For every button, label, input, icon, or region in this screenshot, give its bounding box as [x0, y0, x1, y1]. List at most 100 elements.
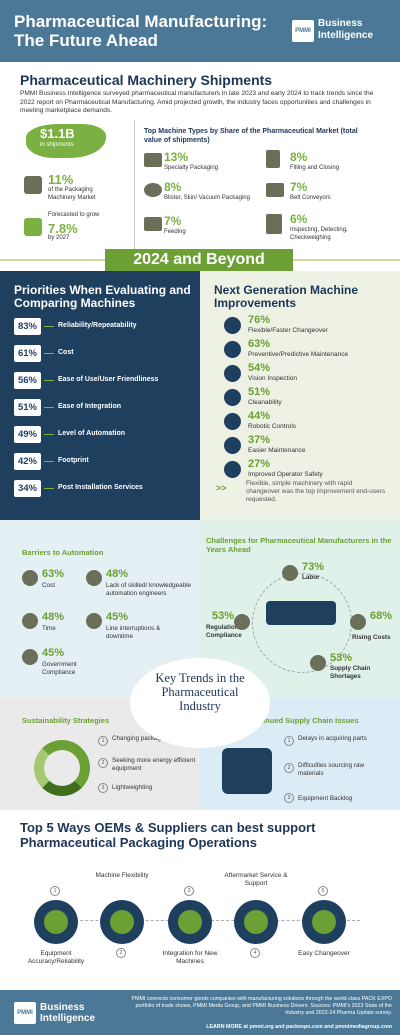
- truck-icon: [310, 655, 326, 671]
- engineer-icon: [86, 570, 102, 586]
- machine-type-label: Belt Conveyors: [290, 195, 331, 201]
- machine-type-label: Feeding: [164, 229, 186, 235]
- connector-line: [44, 353, 54, 354]
- gear-cluster-icon: [144, 183, 162, 197]
- improvement-label: Vision Inspection: [248, 375, 298, 382]
- footer-learn-more-link[interactable]: LEARN MORE at pmmi.org and packexpo.com …: [206, 1024, 392, 1030]
- improvement-pct: 51%: [248, 386, 271, 398]
- priority-row: 51% Ease of Integration: [14, 399, 194, 417]
- scale-icon: [266, 214, 282, 234]
- improvement-label: Improved Operator Safety: [248, 471, 323, 478]
- next-gen-note: Flexible, simple machinery with rapid ch…: [246, 480, 386, 503]
- improvement-pct: 63%: [248, 338, 271, 350]
- priority-row: 42% Footprint: [14, 453, 194, 471]
- improvement-pct: 37%: [248, 434, 271, 446]
- step-number: 5: [318, 886, 328, 896]
- top5-label: Aftermarket Service & Support: [224, 872, 288, 887]
- spray-icon: [224, 389, 241, 406]
- priority-label: Cost: [58, 349, 74, 356]
- shipments-intro: PMMI Business Intelligence surveyed phar…: [20, 90, 374, 114]
- growth-chart-icon: [24, 218, 42, 236]
- robot-arm-icon: [222, 748, 272, 794]
- priority-row: 34% Post Installation Services: [14, 480, 194, 498]
- footer-text: PMMI connects consumer goods companies w…: [131, 996, 392, 1016]
- us-map-icon: [26, 124, 106, 158]
- connector-line: [44, 326, 54, 327]
- strategy-label: Seeking more energy efficient equipment: [112, 757, 196, 772]
- step-number: 2: [284, 763, 294, 773]
- step-number: 1: [98, 736, 108, 746]
- priority-pct: 49%: [14, 426, 41, 443]
- forecast-year: by 2027: [48, 235, 70, 241]
- improvement-label: Cleanability: [248, 399, 282, 406]
- conveyor-icon: [144, 153, 162, 167]
- improvement-pct: 54%: [248, 362, 271, 374]
- supply-issue-label: Equipment Backlog: [298, 795, 353, 802]
- challenge-label: Regulation Compliance: [206, 624, 242, 639]
- market-share-label: of the Packaging Machinery Market: [48, 187, 96, 201]
- machine-types-title: Top Machine Types by Share of the Pharma…: [144, 128, 358, 144]
- improvement-pct: 76%: [248, 314, 271, 326]
- barrier-label: Lack of skilled/ knowledgeable automatio…: [106, 582, 192, 597]
- robot-arm-icon: [224, 413, 241, 430]
- shipments-title: Pharmaceutical Machinery Shipments: [20, 72, 273, 88]
- gear-check-icon: [34, 900, 78, 944]
- footer-logo-mark: PMMI: [14, 1002, 36, 1024]
- top5-label: Equipment Accuracy/Reliability: [27, 950, 85, 965]
- shield-icon: [224, 461, 241, 478]
- top5-label: Easy Changeover: [298, 950, 350, 957]
- machine-type-pct: 7%: [290, 180, 308, 194]
- strategy-label: Changing packaging formats: [112, 735, 193, 742]
- priority-label: Reliability/Repeatability: [58, 322, 137, 329]
- divider: [134, 120, 135, 260]
- challenge-label: Labor: [302, 574, 320, 581]
- step-number: 3: [98, 783, 108, 793]
- footer-logo-text: Business Intelligence: [40, 1002, 96, 1024]
- priority-row: 56% Ease of Use/User Friendliness: [14, 372, 194, 390]
- priority-pct: 51%: [14, 399, 41, 416]
- challenge-pct: 73%: [302, 561, 325, 573]
- priority-pct: 56%: [14, 372, 41, 389]
- priority-label: Level of Automation: [58, 430, 126, 437]
- barrier-pct: 45%: [106, 611, 129, 623]
- market-share-pct: 11%: [48, 172, 74, 187]
- eye-icon: [224, 365, 241, 382]
- dollar-icon: [350, 614, 366, 630]
- priority-label: Post Installation Services: [58, 484, 143, 491]
- wrench-icon: [224, 341, 241, 358]
- barrier-label: Cost: [42, 582, 55, 589]
- connector-line: [44, 488, 54, 489]
- gavel-icon: [234, 614, 250, 630]
- priority-row: 61% Cost: [14, 345, 194, 363]
- challenge-pct: 68%: [370, 610, 393, 622]
- next-gen-title: Next Generation Machine Improvements: [214, 283, 359, 310]
- header-logo: PMMI Business Intelligence: [292, 18, 388, 46]
- labor-icon: [282, 565, 298, 581]
- supply-issue-label: Difficulties sourcing raw materials: [298, 762, 365, 777]
- barrier-label: Time: [42, 625, 56, 632]
- priority-pct: 42%: [14, 453, 41, 470]
- strategy-label: Lightweighting: [112, 784, 153, 791]
- belt-conveyor-icon: [266, 183, 284, 197]
- step-number: 3: [284, 793, 294, 803]
- barrier-pct: 48%: [42, 611, 65, 623]
- barrier-label: Line interruptions & downtime: [106, 625, 161, 640]
- priority-label: Ease of Integration: [58, 403, 122, 410]
- challenge-pct: 53%: [330, 652, 353, 664]
- machine-type-pct: 6%: [290, 212, 308, 226]
- priority-row: 49% Level of Automation: [14, 426, 194, 444]
- top5-panel: [0, 810, 400, 990]
- gear-changeover-icon: [302, 900, 346, 944]
- logo-mark: PMMI: [292, 20, 314, 42]
- gear-integration-icon: [168, 900, 212, 944]
- gear-flex-icon: [100, 900, 144, 944]
- key-trends-title: Key Trends in the Pharmaceutical Industr…: [155, 671, 245, 713]
- sustainability-title: Sustainability Strategies: [22, 716, 110, 725]
- supply-issue-label: Delays in acquiring parts: [298, 735, 367, 742]
- priorities-panel: [0, 271, 200, 520]
- barrier-label: Government Compliance: [42, 661, 77, 676]
- connector-line: [44, 461, 54, 462]
- machine-type-label: Blister, Skin/ Vacuum Packaging: [164, 195, 250, 201]
- machine-type-label: Filling and Closing: [290, 165, 340, 171]
- gear-service-icon: [234, 900, 278, 944]
